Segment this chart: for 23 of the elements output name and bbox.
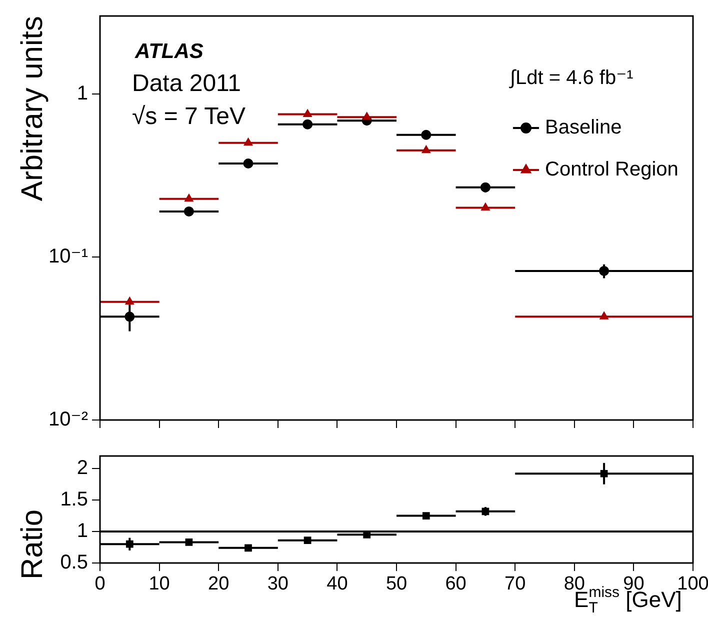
x-tick-label: 10 [148, 574, 170, 595]
legend-label: Baseline [545, 116, 622, 139]
x-tick-label: 0 [94, 574, 106, 595]
annotation: Data 2011 [132, 70, 241, 97]
y-tick-label: 10⁻¹ [48, 245, 88, 268]
legend-label: Control Region [545, 158, 678, 181]
y-axis-title: Arbitrary units [16, 16, 49, 202]
x-tick-label: 30 [267, 574, 288, 595]
y-tick-label: 1 [76, 82, 88, 104]
y-tick-label: 1.5 [60, 488, 88, 511]
y-tick-label: 10⁻² [48, 408, 88, 431]
annotation: √s = 7 TeV [132, 103, 246, 130]
x-tick-label: 40 [326, 574, 348, 595]
y-axis-title: Ratio [16, 509, 49, 580]
y-tick-label: 2 [76, 457, 88, 480]
x-tick-label: 20 [208, 574, 230, 595]
x-tick-label: 50 [386, 574, 408, 595]
annotation: ∫Ldt = 4.6 fb⁻¹ [509, 67, 634, 89]
y-tick-label: 0.5 [60, 552, 88, 574]
annotation: ATLAS [134, 40, 204, 63]
x-tick-label: 60 [445, 574, 466, 595]
x-tick-label: 70 [504, 574, 526, 595]
y-tick-label: 1 [76, 520, 88, 542]
